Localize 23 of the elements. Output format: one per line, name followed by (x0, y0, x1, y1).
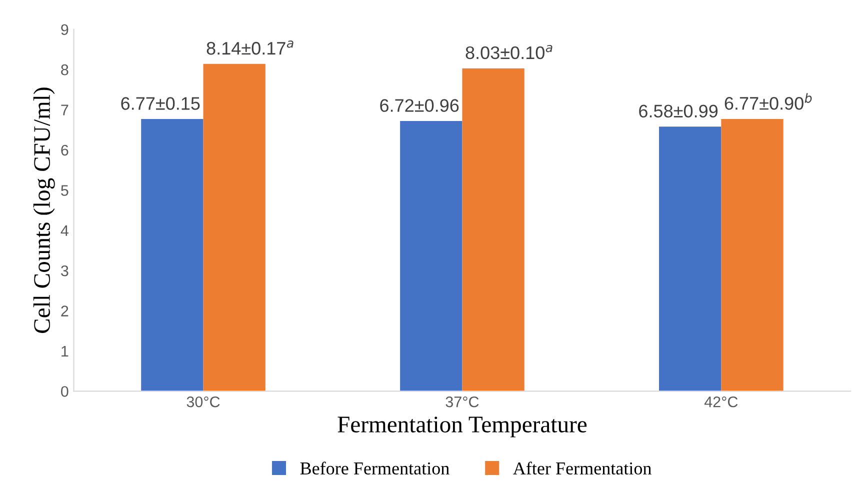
data-label: 8.14±0.17$^{a}$ (206, 40, 294, 55)
legend-label: Before Fermentation (300, 462, 450, 475)
y-tick-label: 4 (60, 225, 68, 236)
y-tick-label: 3 (61, 265, 68, 276)
y-tick-label: 0 (61, 386, 68, 397)
data-label: 6.77±0.15 (121, 97, 200, 110)
x-tick-label: 42°C (704, 396, 738, 408)
y-tick-label: 2 (61, 306, 68, 316)
x-axis-title: Fermentation Temperature (338, 416, 587, 438)
y-axis-title: Cell Counts (log CFU/ml) (33, 88, 55, 333)
data-label: 8.03±0.10$^{a}$ (466, 44, 552, 60)
data-label: 6.72±0.96 (380, 99, 459, 112)
y-tick-label: 1 (62, 346, 68, 357)
legend-label: After Fermentation (513, 462, 652, 475)
y-tick-label: 5 (61, 185, 68, 196)
y-tick-label: 9 (61, 24, 68, 36)
data-label: 6.77±0.90$^{b}$ (724, 93, 812, 110)
y-tick-label: 6 (61, 144, 68, 156)
y-tick-label: 7 (61, 104, 68, 116)
x-tick-label: 30°C (186, 396, 220, 408)
y-tick-label: 8 (61, 64, 68, 76)
data-label: 6.58±0.99 (639, 104, 718, 118)
x-tick-label: 37°C (446, 396, 479, 408)
